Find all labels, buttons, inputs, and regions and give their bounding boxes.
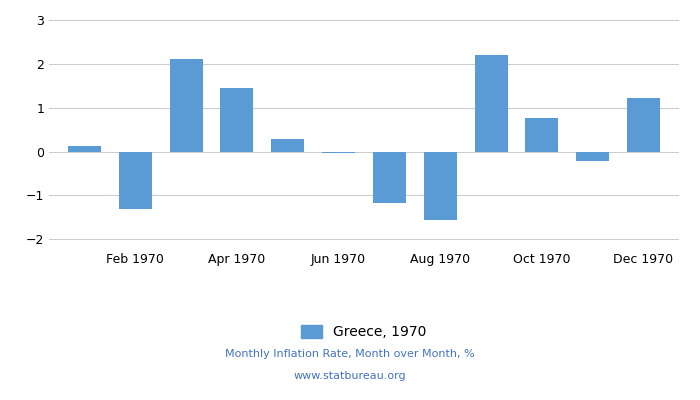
- Text: Monthly Inflation Rate, Month over Month, %: Monthly Inflation Rate, Month over Month…: [225, 349, 475, 359]
- Bar: [627, 98, 660, 152]
- Text: www.statbureau.org: www.statbureau.org: [294, 371, 406, 381]
- Bar: [576, 152, 609, 161]
- Bar: [525, 118, 559, 152]
- Bar: [220, 88, 253, 152]
- Bar: [68, 146, 101, 152]
- Bar: [424, 152, 456, 220]
- Bar: [119, 152, 152, 210]
- Legend: Greece, 1970: Greece, 1970: [296, 320, 432, 345]
- Bar: [169, 59, 203, 152]
- Bar: [373, 152, 406, 203]
- Bar: [272, 138, 304, 152]
- Bar: [475, 54, 508, 152]
